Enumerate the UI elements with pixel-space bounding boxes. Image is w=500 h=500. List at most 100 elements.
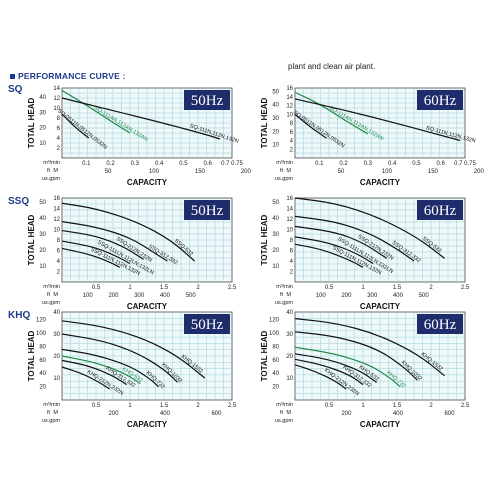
- freq-badge: [184, 90, 230, 110]
- y-axis-title: TOTAL HEAD: [27, 330, 36, 381]
- y-unit-m: M: [53, 410, 58, 416]
- x-tick-label: 0.4: [388, 161, 397, 167]
- y-ft-tick-label: 10: [272, 143, 279, 149]
- y-tick-label: 10: [53, 376, 60, 382]
- y-tick-label: 30: [53, 332, 60, 338]
- y-tick-label: 2: [57, 270, 61, 276]
- page-title: PERFORMANCE CURVE :: [10, 71, 126, 81]
- chart-ssq50: 50Hz2468101214161020304050Mftm³/minus.gp…: [27, 196, 237, 311]
- series-curve: [61, 333, 179, 383]
- x-tick-label: 0.5: [92, 285, 101, 291]
- series-curve: [61, 320, 206, 379]
- x-gpm-tick-label: 400: [393, 293, 404, 299]
- series-curve: [294, 225, 388, 259]
- y-tick-label: 14: [286, 95, 293, 101]
- y-ft-tick-label: 50: [272, 200, 279, 206]
- series-curve: [61, 113, 90, 139]
- y-tick-label: 12: [53, 96, 60, 102]
- y-unit-m: M: [286, 292, 291, 298]
- x-gpm-tick-label: 500: [186, 293, 197, 299]
- x-tick-label: 0.5: [412, 161, 421, 167]
- y-unit-ft: ft: [47, 410, 51, 416]
- y-ft-tick-label: 20: [39, 385, 46, 391]
- chart-ssq60: 60Hz2468101214161020304050Mftm³/minus.gp…: [260, 196, 470, 311]
- y-unit-m: M: [286, 410, 291, 416]
- x-unit-m3: m³/min: [276, 160, 293, 166]
- series-curve: [294, 353, 377, 383]
- series-curve: [294, 91, 369, 135]
- y-tick-label: 20: [53, 354, 60, 360]
- series-curve: [61, 240, 131, 265]
- x-tick-label: 2: [196, 403, 200, 409]
- x-gpm-tick-label: 150: [195, 169, 206, 175]
- y-ft-tick-label: 100: [269, 331, 280, 337]
- y-axis-title: TOTAL HEAD: [27, 214, 36, 265]
- x-unit-gpm: us.gpm: [275, 418, 293, 424]
- series-curve: [294, 346, 401, 388]
- y-tick-label: 40: [286, 310, 293, 316]
- y-ft-tick-label: 60: [39, 358, 46, 364]
- y-tick-label: 16: [286, 86, 293, 92]
- y-tick-label: 10: [286, 228, 293, 234]
- x-tick-label: 2: [196, 285, 200, 291]
- y-tick-label: 4: [290, 139, 294, 145]
- y-unit-ft: ft: [280, 168, 284, 174]
- y-ft-tick-label: 60: [272, 358, 279, 364]
- series-curve: [294, 318, 445, 377]
- series-curve: [294, 331, 418, 381]
- y-ft-tick-label: 30: [272, 116, 279, 122]
- y-tick-label: 14: [286, 207, 293, 213]
- x-gpm-tick-label: 400: [393, 411, 404, 417]
- row-label-ssq: SSQ: [8, 196, 30, 207]
- x-gpm-tick-label: 200: [108, 293, 119, 299]
- x-tick-label: 2.5: [461, 403, 470, 409]
- y-ft-tick-label: 40: [39, 216, 46, 222]
- x-tick-label: 0.4: [155, 161, 164, 167]
- y-tick-label: 6: [290, 130, 294, 136]
- y-tick-label: 16: [286, 196, 293, 202]
- series-curve: [61, 97, 221, 140]
- x-tick-label: 1.5: [393, 403, 402, 409]
- x-tick-label: 2: [429, 403, 433, 409]
- series-curve: [294, 364, 347, 390]
- y-ft-tick-label: 30: [39, 110, 46, 116]
- y-tick-label: 12: [286, 217, 293, 223]
- y-tick-label: 10: [53, 228, 60, 234]
- series-curve: [294, 113, 327, 139]
- page-title-text: PERFORMANCE CURVE :: [18, 71, 126, 81]
- x-tick-label: 0.5: [92, 403, 101, 409]
- series-curve: [61, 221, 168, 262]
- y-ft-tick-label: 40: [272, 371, 279, 377]
- x-tick-label: 0.3: [131, 161, 140, 167]
- y-axis-title: TOTAL HEAD: [260, 214, 269, 265]
- x-gpm-tick-label: 200: [241, 169, 252, 175]
- y-ft-tick-label: 20: [272, 129, 279, 135]
- x-tick-label: 1: [128, 403, 132, 409]
- y-unit-ft: ft: [47, 292, 51, 298]
- series-curve: [294, 358, 364, 386]
- x-unit-m3: m³/min: [276, 402, 293, 408]
- y-tick-label: 30: [286, 332, 293, 338]
- x-gpm-tick-label: 100: [149, 169, 160, 175]
- x-unit-gpm: us.gpm: [42, 300, 60, 306]
- y-ft-tick-label: 20: [39, 126, 46, 132]
- x-unit-m3: m³/min: [43, 284, 60, 290]
- x-unit-gpm: us.gpm: [42, 176, 60, 182]
- freq-label: 50Hz: [191, 317, 224, 333]
- series-curve: [61, 202, 195, 262]
- x-gpm-tick-label: 200: [341, 411, 352, 417]
- y-tick-label: 10: [286, 376, 293, 382]
- series-curve: [61, 348, 159, 388]
- y-ft-tick-label: 30: [272, 232, 279, 238]
- x-tick-label: 0.6: [437, 161, 446, 167]
- freq-label: 60Hz: [424, 317, 457, 333]
- x-gpm-tick-label: 600: [444, 411, 455, 417]
- x-tick-label: 1.5: [160, 285, 169, 291]
- x-axis-title: CAPACITY: [360, 302, 401, 311]
- x-gpm-tick-label: 50: [105, 169, 112, 175]
- y-ft-tick-label: 120: [36, 318, 47, 324]
- x-gpm-tick-label: 100: [382, 169, 393, 175]
- freq-badge: [417, 90, 463, 110]
- y-ft-tick-label: 10: [39, 264, 46, 270]
- y-ft-tick-label: 40: [39, 95, 46, 101]
